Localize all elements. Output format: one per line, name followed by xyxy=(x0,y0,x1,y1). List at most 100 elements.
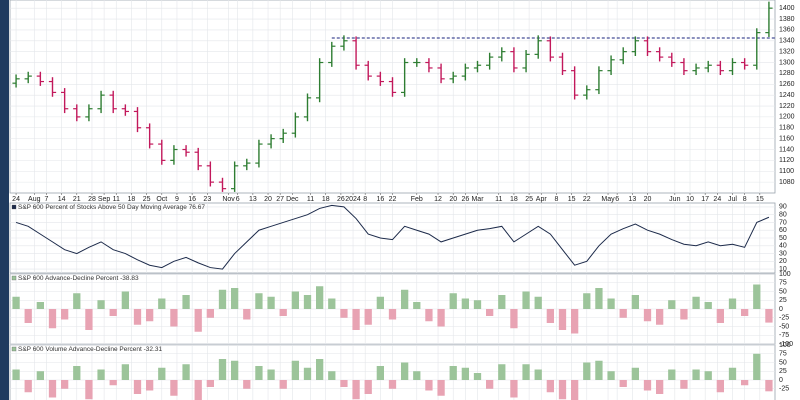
ohlc-bar xyxy=(121,104,129,116)
y-tick-label: 50 xyxy=(779,359,787,366)
bar xyxy=(231,288,239,309)
y-tick-label: 25 xyxy=(779,297,787,304)
bar xyxy=(73,293,81,309)
y-tick-label: 75 xyxy=(779,280,787,287)
ohlc-bar xyxy=(328,41,336,67)
y-tick-label: 1180 xyxy=(779,125,794,132)
bar xyxy=(255,366,263,380)
bar xyxy=(461,298,469,309)
x-tick-label: Dec xyxy=(286,196,299,203)
x-tick-label: 10 xyxy=(686,196,694,203)
ohlc-bar xyxy=(741,58,749,70)
bar xyxy=(243,309,251,320)
bar xyxy=(85,309,93,330)
bar xyxy=(643,380,652,391)
x-tick-label: 28 xyxy=(88,196,96,203)
bar xyxy=(24,309,32,323)
bar xyxy=(522,291,530,309)
bar xyxy=(765,309,773,323)
ohlc-bar xyxy=(473,60,482,73)
x-tick-label: 26 xyxy=(461,196,469,203)
ohlc-bar xyxy=(109,90,117,114)
bar xyxy=(704,371,712,380)
bar xyxy=(328,371,336,380)
x-tick-label: 16 xyxy=(188,196,196,203)
bar xyxy=(279,380,287,389)
y-tick-label: 100 xyxy=(779,342,791,349)
y-tick-label: 1240 xyxy=(779,92,795,99)
bar xyxy=(728,298,737,309)
ohlc-bar xyxy=(643,36,652,56)
ohlc-bar xyxy=(716,60,724,76)
ohlc-bar xyxy=(243,158,251,171)
bar xyxy=(267,296,275,309)
x-tick-label: 18 xyxy=(128,196,136,203)
x-tick-label: 26 xyxy=(337,196,345,203)
x-tick-label: Nov xyxy=(222,196,235,203)
x-tick-label: 18 xyxy=(510,196,518,203)
ohlc-bar xyxy=(303,93,312,122)
bar xyxy=(316,359,324,380)
ohlc-bar xyxy=(656,47,664,62)
bar xyxy=(571,309,579,334)
bar xyxy=(680,309,688,320)
ohlc-bar xyxy=(534,35,542,59)
y-tick-label: 75 xyxy=(779,351,787,358)
ohlc-bar xyxy=(158,139,166,165)
y-tick-label: -100 xyxy=(779,341,793,348)
bar xyxy=(753,284,761,309)
bar xyxy=(158,367,166,380)
ohlc-bar xyxy=(12,74,20,88)
bar xyxy=(680,380,688,389)
y-tick-label: 1300 xyxy=(779,59,795,66)
bar xyxy=(583,293,591,309)
bar xyxy=(546,309,554,323)
y-tick-label: 50 xyxy=(779,288,787,295)
ohlc-bar xyxy=(498,47,506,62)
x-tick-label: Mar xyxy=(471,196,484,203)
legend-swatch xyxy=(11,346,17,352)
ohlc-bar xyxy=(133,107,142,133)
ohlc-bar xyxy=(73,104,81,122)
bar xyxy=(267,369,275,380)
ohlc-bar xyxy=(619,47,627,65)
bar xyxy=(401,289,409,309)
bar xyxy=(97,300,105,309)
ohlc-bar xyxy=(558,52,567,76)
ohlc-bar xyxy=(316,58,324,103)
ohlc-bar xyxy=(97,90,105,114)
y-tick-label: -75 xyxy=(779,332,789,339)
x-tick-label: 9 xyxy=(175,196,179,203)
y-tick-label: 20 xyxy=(779,258,787,265)
bar xyxy=(36,302,44,309)
panel-title: S&P 600 Percent of Stocks Above 50 Day M… xyxy=(18,204,205,211)
bar xyxy=(12,369,20,380)
bar xyxy=(364,380,372,394)
x-tick-label: 15 xyxy=(568,196,576,203)
ohlc-bar xyxy=(376,71,384,86)
x-tick-label: 18 xyxy=(322,196,330,203)
x-tick-label: 13 xyxy=(249,196,257,203)
bar xyxy=(170,309,178,327)
legend-swatch xyxy=(11,204,17,210)
y-tick-label: 25 xyxy=(779,368,787,375)
y-tick-label: 1200 xyxy=(779,114,795,121)
bar xyxy=(328,298,336,309)
bar xyxy=(473,373,482,380)
bar xyxy=(364,309,372,325)
bar xyxy=(146,380,154,391)
bar xyxy=(206,380,214,387)
y-tick-label: 1220 xyxy=(779,103,795,110)
bar xyxy=(486,380,494,389)
x-tick-label: 8 xyxy=(363,196,367,203)
ohlc-bar xyxy=(170,145,178,165)
ohlc-bar xyxy=(631,36,639,56)
ohlc-bar xyxy=(486,52,494,70)
bar xyxy=(631,367,639,380)
x-tick-label: 27 xyxy=(276,196,284,203)
bar xyxy=(741,309,749,316)
panel-title: S&P 600 Advance-Decline Percent -38.83 xyxy=(18,275,139,282)
bar xyxy=(486,309,494,316)
bar xyxy=(231,360,239,380)
